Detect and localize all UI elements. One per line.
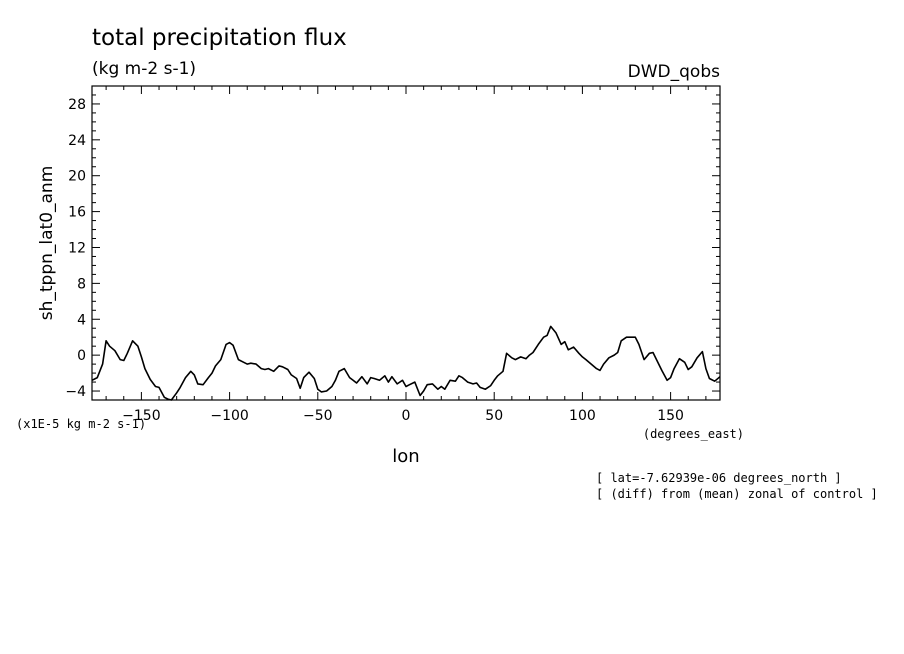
x-tick-label: 50: [485, 408, 503, 424]
y-axis-title: sh_tppn_lat0_anm: [37, 166, 57, 321]
note-latitude: [ lat=-7.62939e-06 degrees_north ]: [596, 471, 842, 485]
y-tick-label: 20: [68, 169, 86, 185]
y-tick-label: 4: [77, 312, 86, 328]
y-scale-label: (x1E-5 kg m-2 s-1): [16, 417, 146, 431]
y-tick-label: 24: [68, 133, 86, 149]
x-tick-label: 0: [402, 408, 411, 424]
note-diff: [ (diff) from (mean) zonal of control ]: [596, 487, 878, 501]
plot-frame: [91, 85, 721, 401]
dataset-label: DWD_qobs: [628, 62, 720, 82]
y-tick-label: 28: [68, 97, 86, 113]
x-axis: −150 −100 −50 0 50 100 150: [105, 86, 707, 424]
x-tick-label: 150: [657, 408, 684, 424]
y-tick-label: −4: [65, 384, 86, 400]
chart-units: (kg m-2 s-1): [92, 59, 196, 79]
y-axis: −4 0 4 8 12 16 20 24 28: [65, 85, 720, 400]
x-tick-label: 100: [569, 408, 596, 424]
x-tick-label: −100: [210, 408, 248, 424]
y-tick-label: 16: [68, 205, 86, 221]
x-units-label: (degrees_east): [643, 427, 744, 441]
y-tick-label: 0: [77, 348, 86, 364]
x-axis-title: lon: [392, 446, 419, 467]
y-tick-label: 12: [68, 240, 86, 256]
x-tick-label: −150: [122, 408, 160, 424]
chart-title: total precipitation flux: [92, 25, 347, 51]
x-tick-label: −50: [303, 408, 333, 424]
y-tick-label: 8: [77, 276, 86, 292]
series-line: [91, 325, 721, 401]
